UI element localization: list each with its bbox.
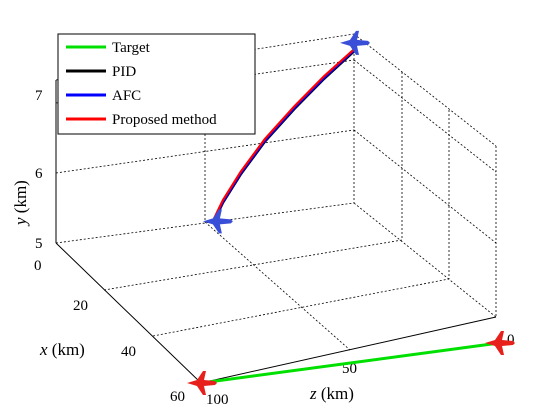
grid-line xyxy=(55,202,355,244)
grid-line xyxy=(353,59,497,173)
legend-label: PID xyxy=(112,64,136,80)
grid-line xyxy=(353,202,497,318)
jet-shape xyxy=(485,331,515,355)
y-tick-label: 6 xyxy=(35,166,43,182)
legend-label: AFC xyxy=(112,88,141,104)
y-tick-label: 5 xyxy=(35,236,43,252)
z-axis-label: z (km) xyxy=(309,384,354,403)
series-line-proposed-method xyxy=(212,48,355,220)
x-tick-label: 0 xyxy=(34,258,42,274)
y-tick-label: 7 xyxy=(35,88,43,104)
jet-shape xyxy=(202,209,233,234)
uav-blue-end-icon xyxy=(340,30,370,55)
uav-blue-start-icon xyxy=(202,209,233,234)
target-jet-end-icon xyxy=(485,331,515,355)
grid xyxy=(55,33,497,384)
grid-line xyxy=(152,278,450,337)
y-tick-labels: 5 6 7 xyxy=(35,88,43,252)
x-axis-line xyxy=(55,242,202,384)
grid-line xyxy=(353,33,497,147)
y-axis-label: y (km) xyxy=(11,180,30,227)
x-tick-label: 40 xyxy=(121,344,136,360)
x-tick-label: 60 xyxy=(170,389,185,405)
x-axis-label: x (km) xyxy=(39,340,85,359)
legend: Target PID AFC Proposed method xyxy=(57,33,256,135)
legend-label: Target xyxy=(112,40,151,56)
legend-box xyxy=(57,33,256,135)
target-jet-start-icon xyxy=(187,371,217,395)
z-tick-label: 100 xyxy=(206,392,229,408)
jet-shape xyxy=(340,30,370,55)
x-tick-labels: 0 20 40 60 xyxy=(34,258,185,405)
series-layer xyxy=(200,48,500,385)
grid-line xyxy=(353,129,497,244)
x-tick-label: 20 xyxy=(73,298,88,314)
grid-line xyxy=(103,239,403,291)
z-tick-labels: 100 50 0 xyxy=(206,332,515,408)
jet-shape xyxy=(187,371,217,395)
z-axis-line xyxy=(200,316,497,384)
legend-label: Proposed method xyxy=(112,112,217,128)
marker-layer xyxy=(187,30,515,395)
series-line-target xyxy=(200,341,500,385)
z-tick-label: 0 xyxy=(507,332,515,348)
grid-line xyxy=(204,221,351,351)
